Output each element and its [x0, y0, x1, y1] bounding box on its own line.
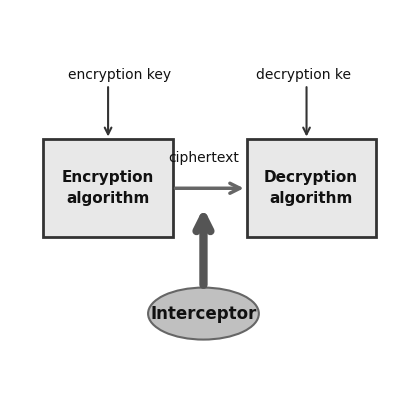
FancyBboxPatch shape: [44, 139, 173, 237]
Text: Encryption
algorithm: Encryption algorithm: [62, 170, 154, 206]
Text: ciphertext: ciphertext: [168, 151, 239, 165]
Text: Decryption
algorithm: Decryption algorithm: [264, 170, 358, 206]
Ellipse shape: [148, 287, 259, 339]
FancyBboxPatch shape: [247, 139, 376, 237]
Text: decryption ke: decryption ke: [256, 68, 351, 82]
Text: Interceptor: Interceptor: [150, 304, 256, 323]
Text: encryption key: encryption key: [68, 68, 171, 82]
